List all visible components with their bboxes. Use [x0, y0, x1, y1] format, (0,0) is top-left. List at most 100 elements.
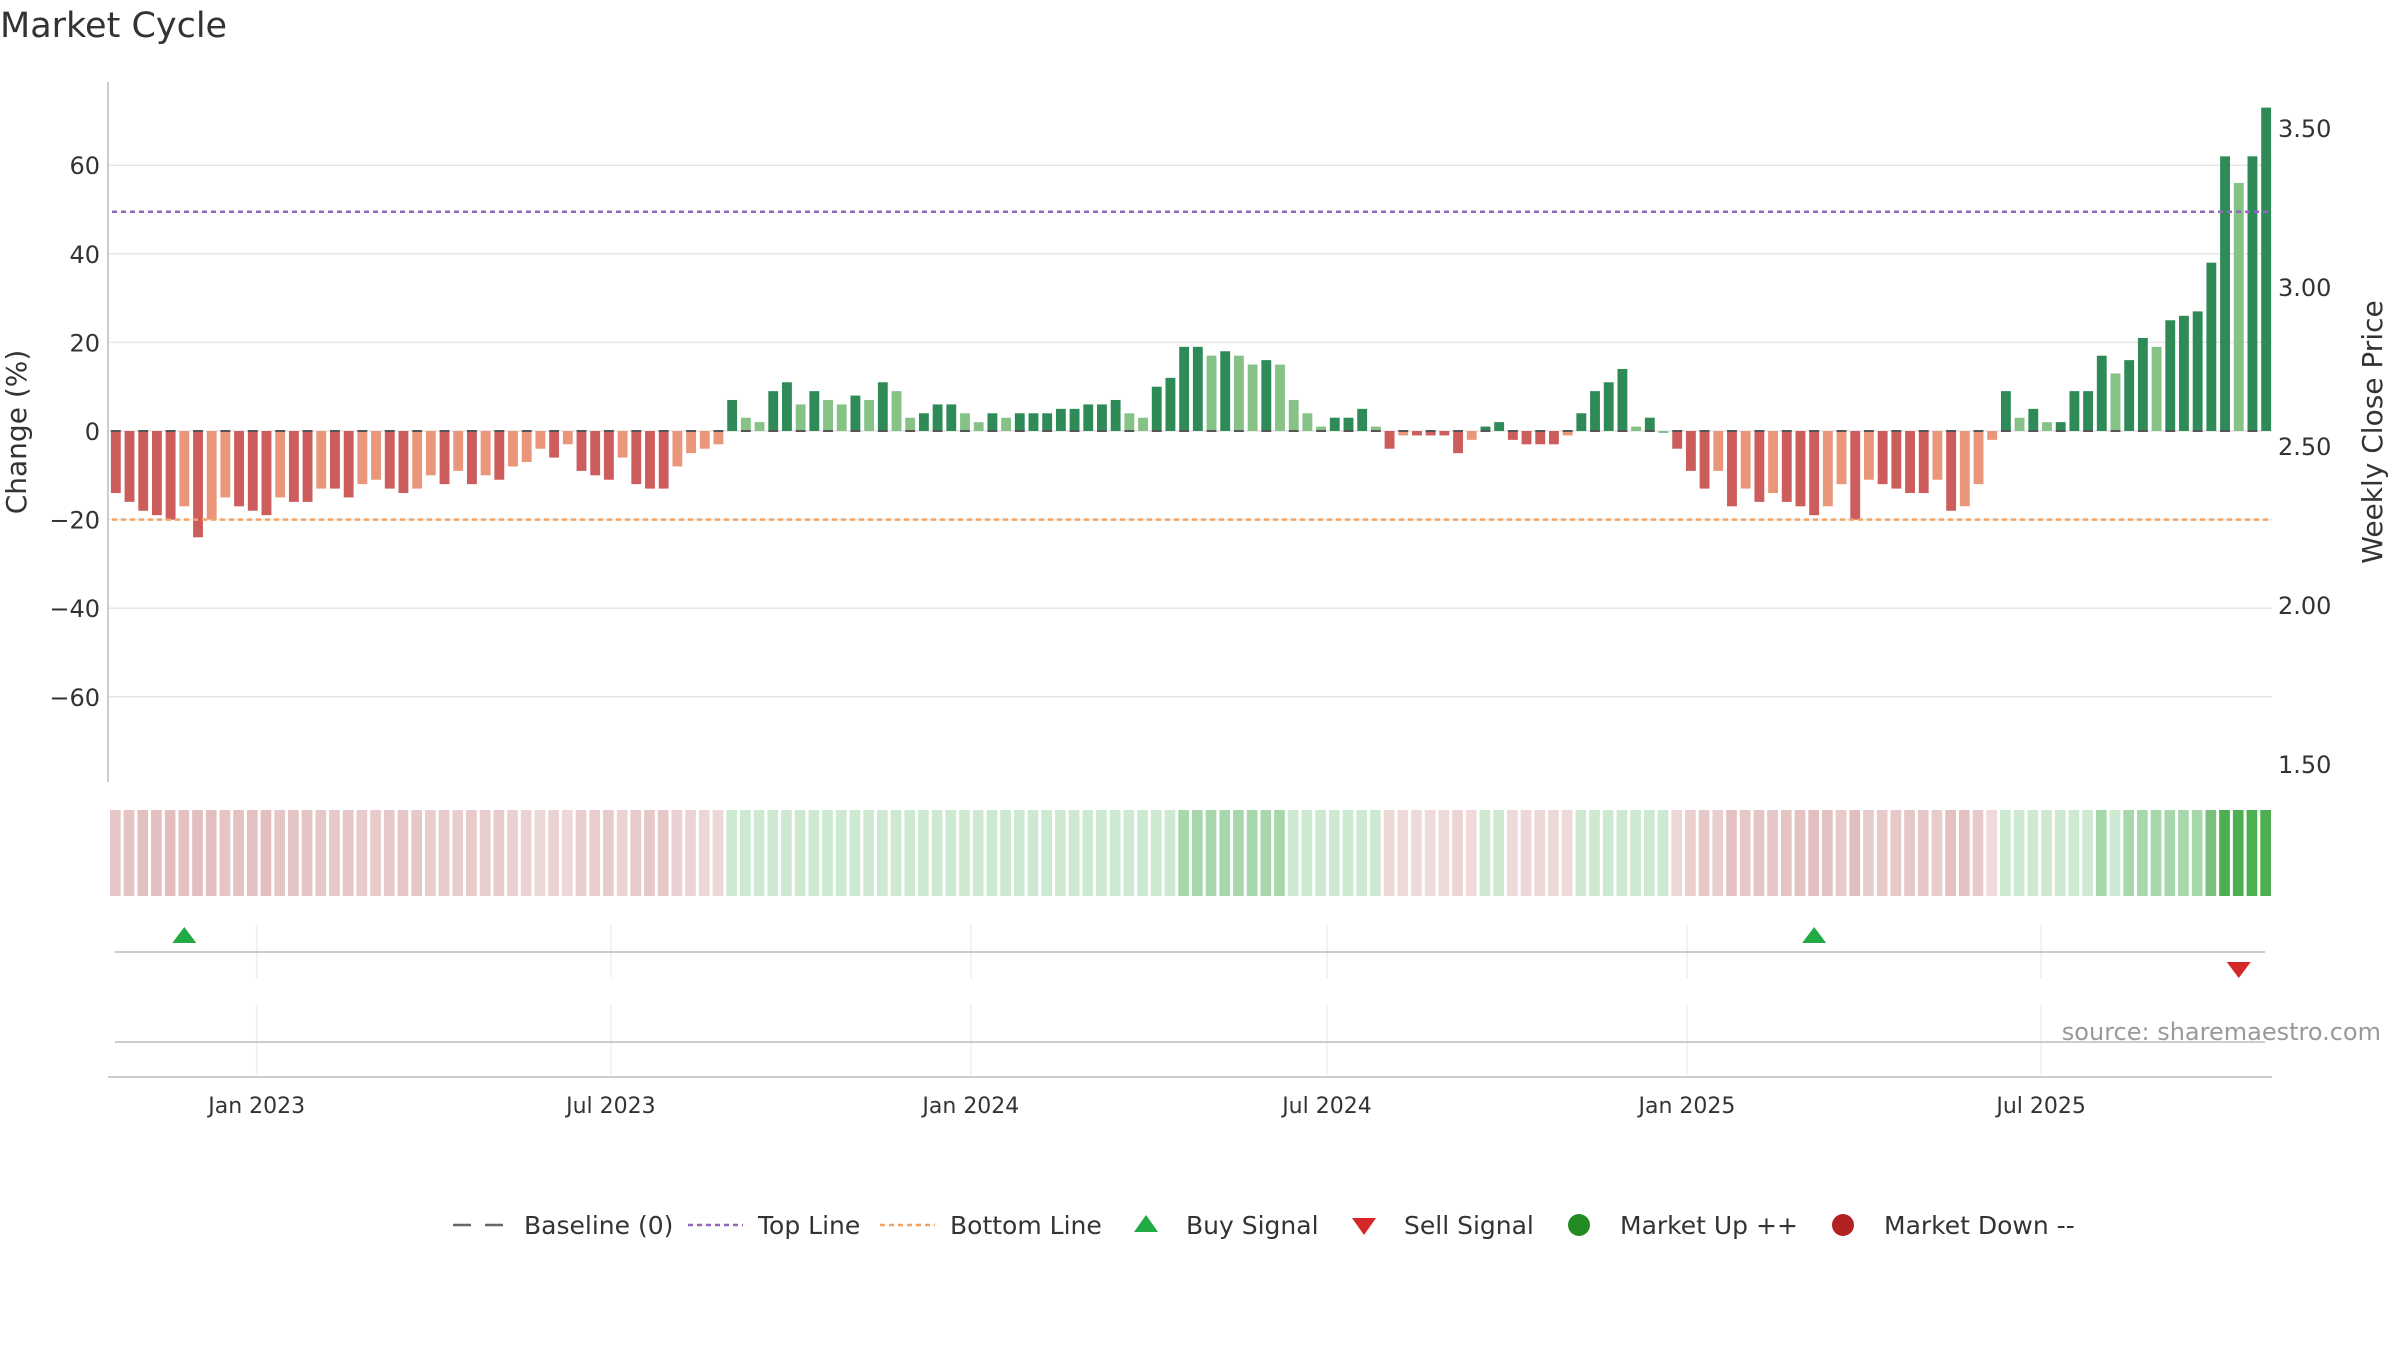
- change-bar: [275, 431, 286, 498]
- change-bar: [946, 404, 957, 431]
- heat-cell: [1712, 810, 1724, 896]
- heat-cell: [1370, 810, 1381, 896]
- heat-cell: [1315, 810, 1326, 896]
- heat-cell: [2246, 810, 2258, 896]
- heat-cell: [1616, 810, 1628, 896]
- legend-sell-signal-swatch: [1352, 1218, 1376, 1235]
- heat-cell: [603, 810, 614, 896]
- change-bar: [138, 431, 149, 511]
- change-bar: [1590, 391, 1600, 431]
- heat-cell: [794, 810, 806, 896]
- heat-cell: [1233, 810, 1244, 896]
- heat-cell: [1876, 810, 1888, 896]
- change-bar: [1014, 413, 1025, 431]
- heat-cell: [2232, 810, 2244, 896]
- change-bar: [2055, 422, 2066, 431]
- change-bar: [2247, 156, 2258, 431]
- change-bar: [1055, 408, 1066, 431]
- change-bar: [672, 431, 683, 467]
- heat-cell: [616, 810, 628, 896]
- heat-cell: [192, 810, 203, 896]
- change-bar: [918, 413, 929, 431]
- heat-cell: [575, 810, 587, 896]
- change-bar: [1316, 426, 1327, 431]
- change-bar: [562, 431, 573, 445]
- heat-cell: [644, 810, 655, 896]
- change-bar: [754, 422, 765, 431]
- change-bar: [1480, 426, 1491, 431]
- heat-cell: [1493, 810, 1504, 896]
- legend-label: Sell Signal: [1404, 1211, 1534, 1240]
- change-bar: [1453, 431, 1463, 454]
- heat-cell: [123, 810, 135, 896]
- heat-cell: [137, 810, 149, 896]
- change-bar: [1946, 431, 1957, 511]
- x-tick-label: Jan 2025: [1637, 1094, 1736, 1119]
- change-bar: [1603, 382, 1614, 431]
- change-bar: [1329, 417, 1340, 431]
- heat-cell: [452, 810, 464, 896]
- change-bar: [2042, 422, 2052, 431]
- change-bar: [2137, 337, 2148, 431]
- heat-cell: [1246, 810, 1258, 896]
- heat-cell: [1397, 810, 1409, 896]
- change-bar: [836, 404, 847, 431]
- heat-cell: [2027, 810, 2039, 896]
- heat-cell: [1041, 810, 1053, 896]
- heat-cell: [246, 810, 258, 896]
- heat-cell: [534, 810, 546, 896]
- heat-cell: [1260, 810, 1272, 896]
- heat-cell: [1630, 810, 1641, 896]
- heat-cell: [1479, 810, 1491, 896]
- legend-label: Market Up ++: [1620, 1211, 1798, 1240]
- change-bar: [2014, 417, 2025, 431]
- change-bar: [480, 431, 491, 476]
- change-bar: [864, 399, 875, 431]
- change-bar: [1918, 431, 1929, 494]
- change-bar: [782, 382, 792, 431]
- change-bar: [2069, 391, 2080, 431]
- heat-cell: [1698, 810, 1710, 896]
- heat-cell: [288, 810, 299, 896]
- heat-cell: [2082, 810, 2093, 896]
- change-bar: [1658, 431, 1669, 433]
- change-bar: [110, 431, 121, 494]
- change-bar: [1138, 417, 1148, 431]
- change-bar: [1521, 431, 1532, 445]
- change-bar: [316, 431, 327, 489]
- change-bar: [343, 431, 354, 498]
- change-bar: [1302, 413, 1313, 431]
- heat-cell: [1383, 810, 1395, 896]
- y-axis-label: Change (%): [0, 350, 33, 515]
- heat-cell: [301, 810, 313, 896]
- change-bar: [466, 431, 477, 485]
- change-bar: [371, 431, 381, 480]
- heat-cell: [1671, 810, 1683, 896]
- change-bar: [2179, 315, 2189, 431]
- heat-cell: [2041, 810, 2052, 896]
- change-bar: [1233, 355, 1244, 431]
- y2-tick-label: 3.50: [2278, 115, 2331, 143]
- change-bar: [932, 404, 943, 431]
- heat-cell: [863, 810, 874, 896]
- change-bar: [1562, 431, 1573, 436]
- heat-cell: [1274, 810, 1285, 896]
- buy-signal-marker: [1802, 927, 1827, 943]
- change-bar: [2000, 391, 2011, 431]
- change-bar: [1069, 408, 1080, 431]
- heat-cell: [1917, 810, 1929, 896]
- heat-cell: [1945, 810, 1956, 896]
- heat-cell: [1520, 810, 1532, 896]
- heat-cell: [1548, 810, 1559, 896]
- heat-cell: [370, 810, 381, 896]
- change-bar: [1727, 431, 1737, 507]
- change-bar: [151, 431, 162, 516]
- change-bar: [1891, 431, 1902, 489]
- heat-cell: [1013, 810, 1025, 896]
- heat-cell: [493, 810, 505, 896]
- heat-cell: [685, 810, 696, 896]
- change-bar: [179, 431, 190, 507]
- change-bar: [1631, 426, 1642, 431]
